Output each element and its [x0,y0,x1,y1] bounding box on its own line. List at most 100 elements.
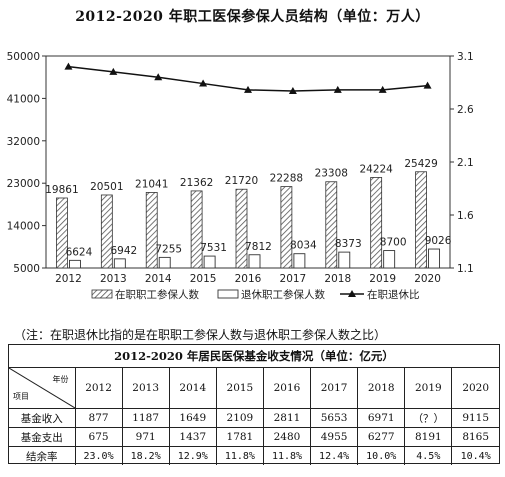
retired-workers-bar [203,255,216,269]
active-workers-bar [370,177,383,269]
retired-workers-data-label: 6942 [110,245,137,257]
ratio-point-marker [333,85,342,93]
table-cell: 8165 [451,427,499,447]
legend-label-retired: 退休职工参保人数 [241,288,325,301]
x-axis-tick-label: 2020 [414,273,441,285]
active-workers-bar [145,192,158,269]
table-cell: 1437 [168,427,217,447]
legend-label-ratio: 在职退休比 [367,288,420,301]
ratio-point-marker [423,81,432,89]
row-label: 基金支出 [9,427,76,447]
table-row-income: 基金收入 877 1187 1649 2109 2811 5653 6971 （… [9,408,499,428]
active-workers-bar [235,188,248,269]
right-axis-tick-label: 2.6 [457,104,474,116]
table-cell: 4955 [310,427,359,447]
left-axis-tick-label: 14000 [7,221,40,233]
table-cell: 12.9% [168,446,217,465]
bar-data-labels: 19861 6624 20501 6942 21041 7255 21362 7531 2172… [45,158,451,259]
year-header: 2020 [451,368,499,409]
ratio-point-marker [109,67,118,75]
corner-item-label: 项目 [13,392,29,401]
table-cell: 6971 [357,408,406,428]
year-header: 2015 [215,368,264,409]
table-cell: 2480 [262,427,312,447]
table-cell: 23.0% [74,446,123,465]
table-cell: 6277 [357,427,406,447]
table-cell: 5653 [310,408,359,428]
table-cell: 2811 [262,408,312,428]
x-axis-tick-label: 2013 [100,273,127,285]
table-cell: 11.8% [215,446,264,465]
retired-workers-data-label: 8700 [380,237,407,249]
active-workers-bar [280,186,293,269]
table-cell: 11.8% [262,446,312,465]
ratio-point-marker [154,73,163,81]
x-axis-tick-label: 2017 [280,273,307,285]
active-workers-data-label: 25429 [404,158,437,170]
fund-table-box: 2012-2020 年居民医保基金收支情况（单位：亿元） 年份 项目 2012 … [8,344,500,465]
right-axis-tick-label: 2.1 [457,157,474,169]
active-workers-data-label: 24224 [359,163,393,175]
corner-year-label: 年份 [52,375,69,384]
x-axis-tick-label: 2015 [190,273,217,285]
chart-note: （注：在职退休比指的是在职职工参保人数与退休职工参保人数之比） [14,328,387,342]
left-axis-tick-label: 50000 [7,51,40,63]
table-header-row: 年份 项目 2012 2013 2014 2015 2016 2017 2018… [9,368,499,409]
table-row-expense: 基金支出 675 971 1437 1781 2480 4955 6277 81… [9,427,499,447]
ratio-point-marker [288,86,297,94]
right-axis-tick-label: 1.1 [457,263,474,275]
ratio-point-marker [64,62,73,70]
year-header: 2017 [310,368,359,409]
table-cell: 675 [74,427,123,447]
retired-workers-data-label: 7531 [200,242,227,254]
active-workers-data-label: 22288 [270,173,303,185]
year-header: 2012 [74,368,123,409]
table-cell: 1187 [121,408,170,428]
corner-diagonal [9,368,75,408]
left-axis-tick-label: 23000 [7,178,40,190]
x-axis-tick-label: 2014 [145,273,172,285]
retired-workers-data-label: 8373 [335,238,362,250]
table-cell: （？） [404,408,453,428]
retired-workers-bar [158,256,171,269]
table-cell: 877 [74,408,123,428]
left-axis-tick-label: 41000 [7,93,40,105]
table-cell: 9115 [451,408,499,428]
active-workers-data-label: 23308 [315,168,348,180]
table-cell: 18.2% [121,446,170,465]
right-axis-ticks: 1.1 1.6 2.1 2.6 3.1 [450,51,474,275]
active-workers-data-label: 19861 [45,184,78,196]
year-header: 2019 [404,368,453,409]
row-label: 基金收入 [9,408,76,428]
active-workers-data-label: 21041 [135,178,168,190]
table-cell: 12.4% [310,446,359,465]
right-axis-tick-label: 1.6 [457,210,474,222]
x-axis-tick-label: 2016 [235,273,262,285]
active-workers-data-label: 20501 [90,181,123,193]
row-label: 结余率 [9,446,76,465]
ratio-point-marker [244,85,252,93]
year-header: 2018 [357,368,406,409]
legend-label-active: 在职职工参保人数 [115,288,199,301]
ratio-point-marker [378,85,387,93]
retired-workers-bar [293,253,306,269]
x-axis-ticks: 2012 2013 2014 2015 2016 2017 2018 2019 2020 [55,273,441,285]
retired-workers-data-label: 9026 [425,235,452,247]
retired-workers-bar [68,259,81,269]
left-axis-ticks: 5000 14000 23000 32000 41000 50000 [7,51,46,275]
legend-swatch-active [91,289,113,299]
combo-chart: 5000 14000 23000 32000 41000 50000 1.1 1.6 2.1 2… [7,51,474,301]
fund-table: 年份 项目 2012 2013 2014 2015 2016 2017 2018… [9,368,499,465]
year-header: 2014 [168,368,217,409]
active-workers-bar [190,190,203,269]
left-axis-tick-label: 32000 [7,136,40,148]
retired-workers-bar [338,251,351,269]
legend: 在职职工参保人数 退休职工参保人数 在职退休比 [91,288,420,301]
year-header: 2013 [121,368,170,409]
bar-series [56,171,441,269]
chart-title: 2012-2020 年职工医保参保人员结构（单位：万人） [75,9,430,25]
retired-workers-data-label: 6624 [66,246,93,258]
table-cell: 1781 [215,427,264,447]
retired-workers-bar [383,250,396,269]
x-axis-tick-label: 2012 [55,273,82,285]
